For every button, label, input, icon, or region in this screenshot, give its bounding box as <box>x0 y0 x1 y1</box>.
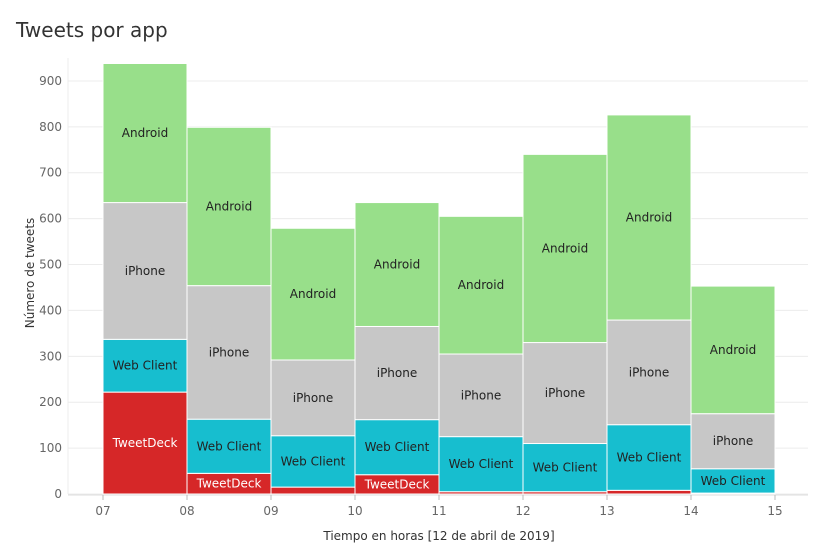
bar-label: Web Client <box>701 474 766 488</box>
bar-segment-iphone <box>354 325 440 421</box>
bar-segment-iphone <box>606 319 692 426</box>
x-tick-label: 15 <box>767 504 782 518</box>
y-tick-label: 700 <box>39 166 62 180</box>
bar-labels: TweetDeck Web Client iPhone Android TweetDec… <box>112 126 766 491</box>
chart-title: Tweets por app <box>16 18 168 42</box>
x-tick-label: 09 <box>263 504 278 518</box>
bar-label: Web Client <box>197 439 262 453</box>
bar-segment-iphone <box>522 342 608 445</box>
x-tick-label: 11 <box>431 504 446 518</box>
bar-label: Web Client <box>281 454 346 468</box>
bar-segment-web-client <box>270 435 356 488</box>
bar-label: iPhone <box>293 391 334 405</box>
bar-label: Web Client <box>365 440 430 454</box>
y-axis-title: Número de tweets <box>23 218 37 329</box>
bar-label: iPhone <box>377 366 418 380</box>
bar-segment-iphone <box>102 202 188 340</box>
bar-segment-tweetdeck <box>270 486 356 495</box>
bar-label: Web Client <box>533 461 598 475</box>
bar-label: Web Client <box>617 451 682 465</box>
x-axis-title: Tiempo en horas [12 de abril de 2019] <box>322 529 554 543</box>
x-tick-label: 08 <box>179 504 194 518</box>
bar-segment-tweetdeck <box>606 489 692 495</box>
y-tick-label: 0 <box>54 487 62 501</box>
y-tick-label: 200 <box>39 395 62 409</box>
y-axis-ticks: 0 100 200 300 400 500 600 700 800 900 <box>39 74 62 501</box>
x-axis-ticks: 07 08 09 10 11 12 13 14 15 <box>95 495 783 518</box>
bar-segment-tweetdeck <box>102 391 188 495</box>
bar-label: TweetDeck <box>364 477 430 491</box>
bar-label: Android <box>542 241 588 255</box>
bar-label: Web Client <box>113 359 178 373</box>
bar-label: Android <box>458 278 504 292</box>
bar-label: iPhone <box>629 365 670 379</box>
bar-segment-iphone <box>438 353 524 438</box>
bar-label: Android <box>374 258 420 272</box>
x-tick-label: 07 <box>95 504 110 518</box>
bar-label: Android <box>626 210 672 224</box>
bar-label: Web Client <box>449 457 514 471</box>
bar-label: iPhone <box>209 345 250 359</box>
x-tick-label: 13 <box>599 504 614 518</box>
bar-segment-android <box>102 63 188 204</box>
bar-segment-iphone <box>186 285 272 420</box>
bar-segment-android <box>270 227 356 361</box>
bar-label: iPhone <box>125 264 166 278</box>
bar-segment-android <box>438 215 524 355</box>
y-tick-label: 500 <box>39 258 62 272</box>
bar-label: Android <box>290 287 336 301</box>
y-tick-label: 300 <box>39 349 62 363</box>
y-tick-label: 900 <box>39 74 62 88</box>
x-tick-label: 14 <box>683 504 698 518</box>
bar-label: iPhone <box>713 434 754 448</box>
x-tick-label: 10 <box>347 504 362 518</box>
bar-segment-android <box>606 114 692 321</box>
x-tick-label: 12 <box>515 504 530 518</box>
y-tick-label: 600 <box>39 212 62 226</box>
bar-segment-iphone <box>690 413 776 470</box>
bar-segment-android <box>186 126 272 287</box>
bar-label: iPhone <box>461 388 502 402</box>
bar-label: iPhone <box>545 386 586 400</box>
bars <box>102 63 776 495</box>
y-tick-label: 400 <box>39 303 62 317</box>
bar-label: Android <box>122 126 168 140</box>
y-tick-label: 100 <box>39 441 62 455</box>
bar-segment-android <box>354 202 440 327</box>
bar-segment-web-client <box>438 436 524 493</box>
bar-label: TweetDeck <box>112 436 178 450</box>
bar-segment-web-client <box>606 424 692 491</box>
y-tick-label: 800 <box>39 120 62 134</box>
bar-segment-web-client <box>522 443 608 493</box>
bar-label: Android <box>206 199 252 213</box>
bar-segment-android <box>690 285 776 415</box>
bar-segment-web-client <box>690 468 776 494</box>
bar-segment-android <box>522 153 608 344</box>
bar-label: TweetDeck <box>196 477 262 491</box>
bar-label: Android <box>710 343 756 357</box>
